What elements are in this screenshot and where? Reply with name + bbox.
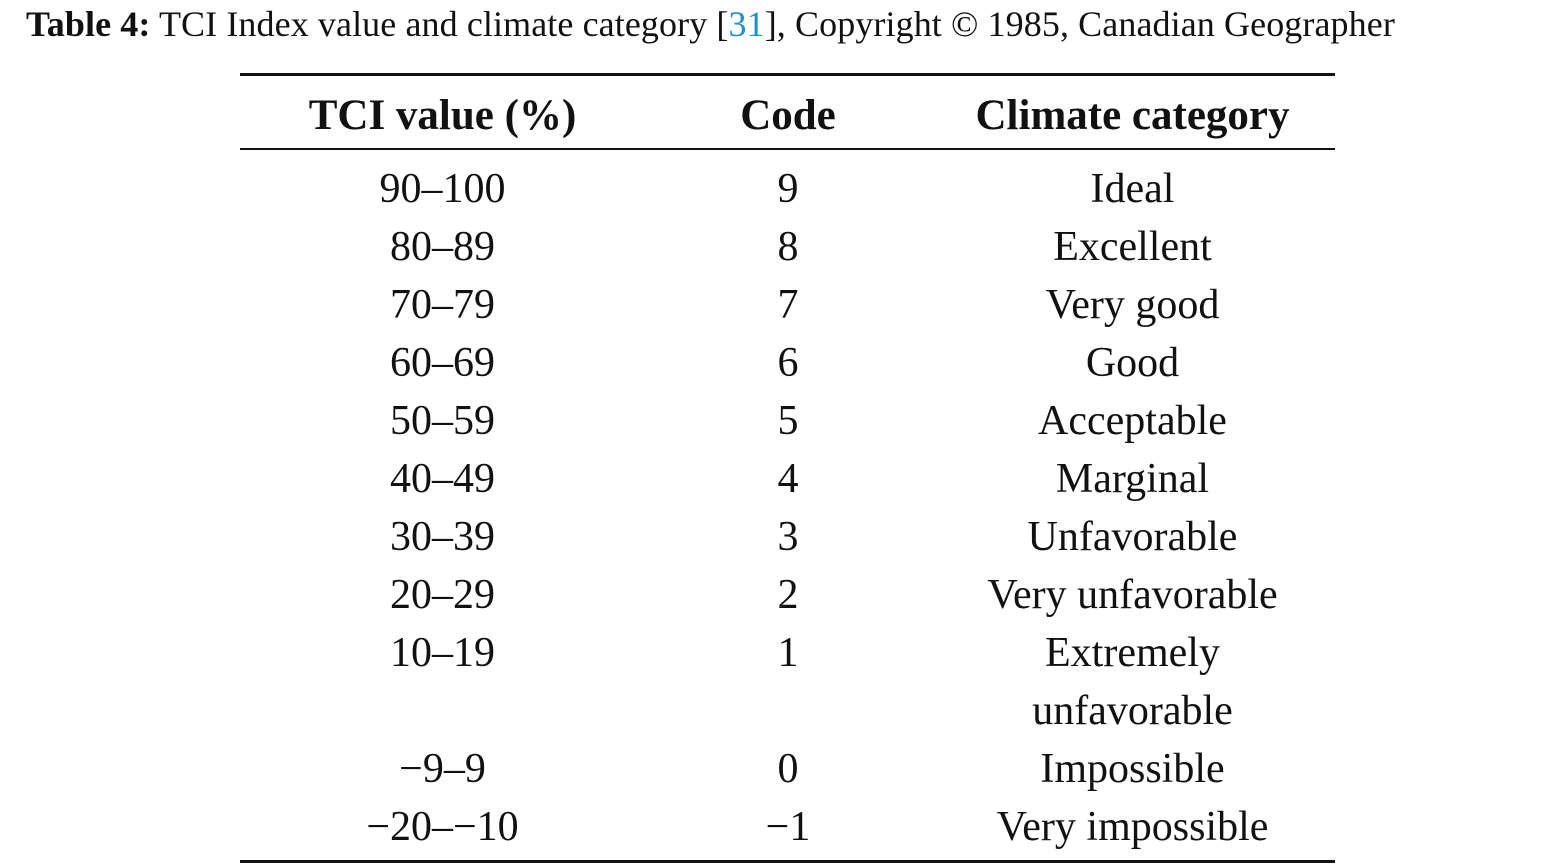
table-top-rule xyxy=(240,73,1335,76)
cell-tci-value: 40–49 xyxy=(390,456,495,502)
cell-climate-category: Very impossible xyxy=(996,804,1269,850)
cell-code: 2 xyxy=(777,572,799,618)
cell-tci-value: 80–89 xyxy=(390,224,495,270)
cell-climate-category: Impossible xyxy=(1040,746,1225,792)
cell-climate-category: Excellent xyxy=(1053,224,1212,270)
cell-code: 4 xyxy=(777,456,799,502)
citation-link[interactable]: 31 xyxy=(728,4,765,44)
cell-code: 7 xyxy=(777,282,799,328)
caption-label: Table 4: xyxy=(26,4,151,44)
cell-climate-category: Extremely xyxy=(1045,630,1220,676)
header-climate-category: Climate category xyxy=(975,92,1290,139)
caption-copyright: ], Copyright © 1985, Canadian Geographer xyxy=(764,4,1395,44)
cell-code: −1 xyxy=(765,804,811,850)
table-header-rule xyxy=(240,148,1335,150)
cell-climate-category: Very good xyxy=(1045,282,1220,328)
cell-climate-category: Good xyxy=(1085,340,1180,386)
cell-tci-value: 60–69 xyxy=(390,340,495,386)
cell-climate-category: Marginal xyxy=(1055,456,1210,502)
cell-tci-value: 10–19 xyxy=(390,630,495,676)
cell-tci-value: 30–39 xyxy=(390,514,495,560)
cell-tci-value: 90–100 xyxy=(379,166,506,212)
cell-code: 8 xyxy=(777,224,799,270)
cell-climate-category: Ideal xyxy=(1090,166,1175,212)
caption-text: TCI Index value and climate category [ xyxy=(150,4,729,44)
cell-tci-value: 70–79 xyxy=(390,282,495,328)
cell-tci-value: −20–−10 xyxy=(366,804,519,850)
header-tci-value: TCI value (%) xyxy=(308,92,577,139)
table-bottom-rule xyxy=(240,860,1335,863)
cell-climate-category: Very unfavorable xyxy=(987,572,1278,618)
cell-tci-value: −9–9 xyxy=(399,746,486,792)
cell-climate-category: Unfavorable xyxy=(1027,514,1238,560)
table-caption: Table 4: TCI Index value and climate cat… xyxy=(26,2,1556,46)
header-code: Code xyxy=(740,92,836,139)
cell-tci-value: 50–59 xyxy=(390,398,495,444)
cell-code: 1 xyxy=(777,630,799,676)
cell-climate-category: Acceptable xyxy=(1038,398,1227,444)
cell-code: 0 xyxy=(777,746,799,792)
cell-code: 3 xyxy=(777,514,799,560)
cell-code: 9 xyxy=(777,166,799,212)
cell-code: 6 xyxy=(777,340,799,386)
cell-code: 5 xyxy=(777,398,799,444)
cell-climate-category: unfavorable xyxy=(1032,688,1233,734)
cell-tci-value: 20–29 xyxy=(390,572,495,618)
